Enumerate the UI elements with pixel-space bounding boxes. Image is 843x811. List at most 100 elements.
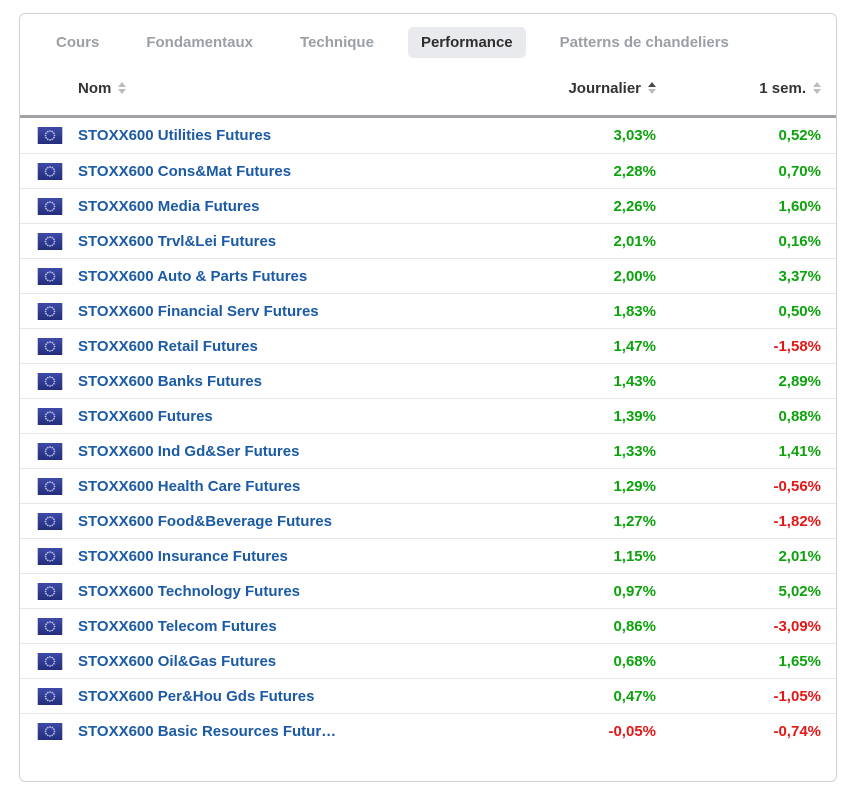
table-row[interactable]: STOXX600 Telecom Futures 0,86% -3,09% [20,608,836,643]
eu-flag-icon [38,372,62,390]
instrument-link[interactable]: STOXX600 Banks Futures [78,372,262,390]
eu-flag-icon [38,267,62,285]
tab-label: Technique [300,34,374,51]
table-row[interactable]: STOXX600 Cons&Mat Futures 2,28% 0,70% [20,153,836,188]
week-change-value: -3,09% [773,617,821,635]
instrument-link[interactable]: STOXX600 Ind Gd&Ser Futures [78,442,300,460]
daily-change-value: -0,05% [608,722,656,740]
week-change-value: 0,16% [778,232,821,250]
week-change-value: -0,74% [773,722,821,740]
instrument-link[interactable]: STOXX600 Health Care Futures [78,477,301,495]
instrument-cell: STOXX600 Media Futures [20,197,506,215]
column-header-1-sem-[interactable]: 1 sem. [759,80,821,97]
tab-cours[interactable]: Cours [43,27,112,58]
instrument-link[interactable]: STOXX600 Basic Resources Futur… [78,722,337,740]
futures-performance-panel: Cours Fondamentaux Technique Performance… [19,13,837,782]
instrument-link[interactable]: STOXX600 Financial Serv Futures [78,302,319,320]
table-row[interactable]: STOXX600 Financial Serv Futures 1,83% 0,… [20,293,836,328]
instrument-link[interactable]: STOXX600 Futures [78,407,213,425]
tab-label: Cours [56,34,100,51]
daily-change-value: 1,39% [613,407,656,425]
daily-change-value: 0,97% [613,582,656,600]
tab-performance[interactable]: Performance [407,27,526,58]
instrument-link[interactable]: STOXX600 Insurance Futures [78,547,288,565]
eu-flag-icon [38,407,62,425]
instrument-link[interactable]: STOXX600 Retail Futures [78,337,258,355]
eu-flag-icon [38,687,62,705]
daily-change-value: 1,29% [613,477,656,495]
table-row[interactable]: STOXX600 Futures 1,39% 0,88% [20,398,836,433]
instrument-link[interactable]: STOXX600 Telecom Futures [78,617,277,635]
eu-flag-icon [38,722,62,740]
week-change-value: 1,60% [778,197,821,215]
instrument-link[interactable]: STOXX600 Cons&Mat Futures [78,162,292,180]
sort-icon [118,82,127,94]
daily-change-value: 0,86% [613,617,656,635]
instrument-cell: STOXX600 Retail Futures [20,337,506,355]
instrument-link[interactable]: STOXX600 Auto & Parts Futures [78,267,308,285]
daily-change-value: 1,83% [613,302,656,320]
table-row[interactable]: STOXX600 Retail Futures 1,47% -1,58% [20,328,836,363]
eu-flag-icon [38,337,62,355]
week-change-value: 0,52% [778,127,821,144]
instrument-link[interactable]: STOXX600 Food&Beverage Futures [78,512,332,530]
eu-flag-icon [38,512,62,530]
column-header-nom[interactable]: Nom [20,80,506,97]
tab-bar: Cours Fondamentaux Technique Performance… [20,14,836,61]
week-change-value: 5,02% [778,582,821,600]
table-row[interactable]: STOXX600 Oil&Gas Futures 0,68% 1,65% [20,643,836,678]
instrument-link[interactable]: STOXX600 Per&Hou Gds Futures [78,687,315,705]
table-row[interactable]: STOXX600 Food&Beverage Futures 1,27% -1,… [20,503,836,538]
week-change-value: -1,05% [773,687,821,705]
week-change-value: 3,37% [778,267,821,285]
tab-patterns-de-chandeliers[interactable]: Patterns de chandeliers [547,27,742,58]
daily-change-value: 2,28% [613,162,656,180]
table-row[interactable]: STOXX600 Health Care Futures 1,29% -0,56… [20,468,836,503]
instrument-link[interactable]: STOXX600 Technology Futures [78,582,300,600]
tab-label: Performance [420,34,513,51]
instrument-cell: STOXX600 Technology Futures [20,582,506,600]
daily-change-value: 2,01% [613,232,656,250]
table-row[interactable]: STOXX600 Technology Futures 0,97% 5,02% [20,573,836,608]
sort-icon [648,82,656,94]
instrument-cell: STOXX600 Ind Gd&Ser Futures [20,442,506,460]
table-row[interactable]: STOXX600 Utilities Futures 3,03% 0,52% [20,118,836,153]
instrument-cell: STOXX600 Insurance Futures [20,547,506,565]
instrument-cell: STOXX600 Food&Beverage Futures [20,512,506,530]
instrument-cell: STOXX600 Trvl&Lei Futures [20,232,506,250]
instrument-cell: STOXX600 Auto & Parts Futures [20,267,506,285]
table-header: Nom Journalier 1 sem. [20,61,836,118]
instrument-link[interactable]: STOXX600 Media Futures [78,197,260,215]
instrument-cell: STOXX600 Oil&Gas Futures [20,652,506,670]
instrument-link[interactable]: STOXX600 Oil&Gas Futures [78,652,277,670]
column-header-label: Nom [78,79,112,97]
instrument-cell: STOXX600 Health Care Futures [20,477,506,495]
week-change-value: 0,70% [778,162,821,180]
table-row[interactable]: STOXX600 Per&Hou Gds Futures 0,47% -1,05… [20,678,836,713]
instrument-cell: STOXX600 Utilities Futures [20,127,506,144]
column-header-journalier[interactable]: Journalier [568,80,656,97]
week-change-value: 1,41% [778,442,821,460]
tab-fondamentaux[interactable]: Fondamentaux [133,27,266,58]
instrument-cell: STOXX600 Per&Hou Gds Futures [20,687,506,705]
eu-flag-icon [38,197,62,215]
eu-flag-icon [38,477,62,495]
tab-technique[interactable]: Technique [287,27,387,58]
table-row[interactable]: STOXX600 Banks Futures 1,43% 2,89% [20,363,836,398]
instrument-link[interactable]: STOXX600 Trvl&Lei Futures [78,232,277,250]
daily-change-value: 2,26% [613,197,656,215]
daily-change-value: 1,43% [613,372,656,390]
instrument-link[interactable]: STOXX600 Utilities Futures [78,127,272,144]
table-row[interactable]: STOXX600 Trvl&Lei Futures 2,01% 0,16% [20,223,836,258]
week-change-value: 0,50% [778,302,821,320]
table-row[interactable]: STOXX600 Basic Resources Futur… -0,05% -… [20,713,836,748]
table-row[interactable]: STOXX600 Ind Gd&Ser Futures 1,33% 1,41% [20,433,836,468]
table-row[interactable]: STOXX600 Media Futures 2,26% 1,60% [20,188,836,223]
daily-change-value: 1,33% [613,442,656,460]
column-header-label: Journalier [568,79,641,97]
table-row[interactable]: STOXX600 Insurance Futures 1,15% 2,01% [20,538,836,573]
week-change-value: 0,88% [778,407,821,425]
eu-flag-icon [38,302,62,320]
tab-label: Fondamentaux [146,34,254,51]
table-row[interactable]: STOXX600 Auto & Parts Futures 2,00% 3,37… [20,258,836,293]
